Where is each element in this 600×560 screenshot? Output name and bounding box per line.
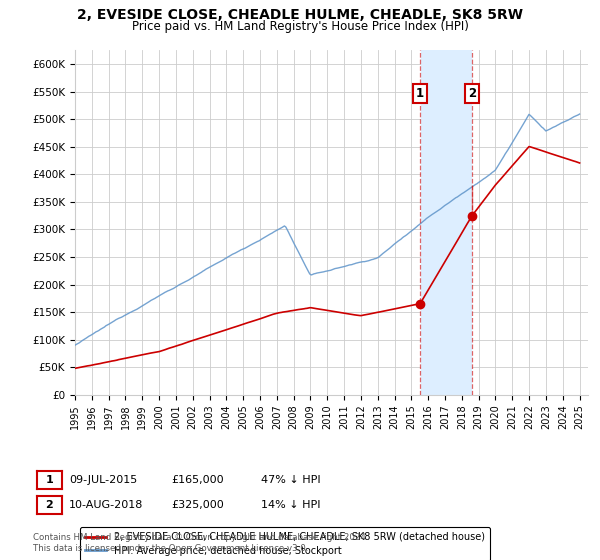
Text: 1: 1 [46,475,53,485]
Text: 47% ↓ HPI: 47% ↓ HPI [261,475,320,485]
Legend: 2, EVESIDE CLOSE, CHEADLE HULME, CHEADLE, SK8 5RW (detached house), HPI: Average: 2, EVESIDE CLOSE, CHEADLE HULME, CHEADLE… [80,527,490,560]
Text: 1: 1 [416,87,424,100]
Text: £325,000: £325,000 [171,500,224,510]
Text: 2: 2 [468,87,476,100]
Text: Contains HM Land Registry data © Crown copyright and database right 2024.
This d: Contains HM Land Registry data © Crown c… [33,533,368,553]
Text: 14% ↓ HPI: 14% ↓ HPI [261,500,320,510]
Text: 2, EVESIDE CLOSE, CHEADLE HULME, CHEADLE, SK8 5RW: 2, EVESIDE CLOSE, CHEADLE HULME, CHEADLE… [77,8,523,22]
Text: 10-AUG-2018: 10-AUG-2018 [69,500,143,510]
Text: £165,000: £165,000 [171,475,224,485]
Text: 2: 2 [46,500,53,510]
Text: 09-JUL-2015: 09-JUL-2015 [69,475,137,485]
Text: Price paid vs. HM Land Registry's House Price Index (HPI): Price paid vs. HM Land Registry's House … [131,20,469,32]
